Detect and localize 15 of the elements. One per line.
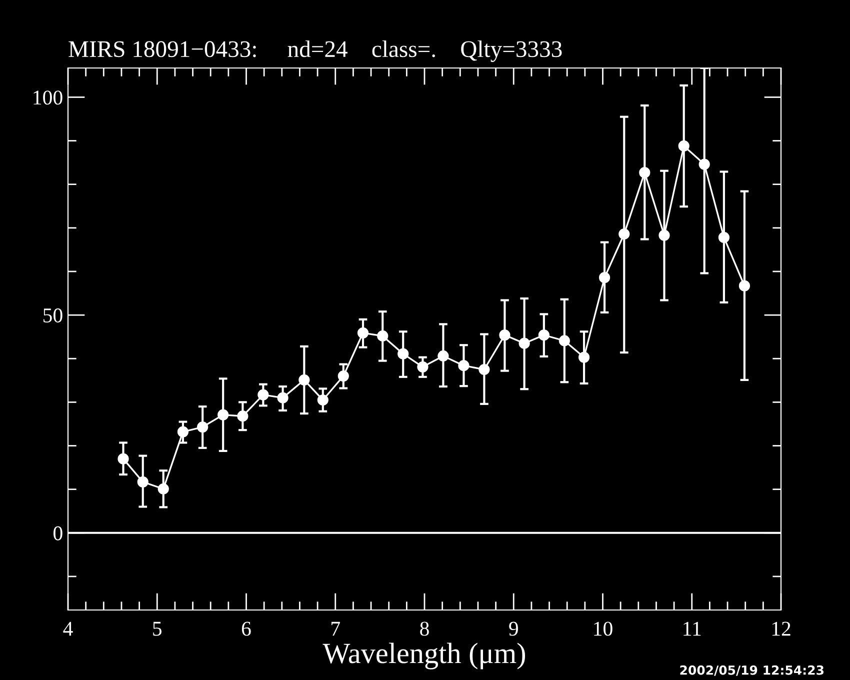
x-axis-title: Wavelength (μm)	[322, 642, 526, 670]
chart-title: MIRS 18091−0433: nd=24 class=. Qlty=3333	[68, 40, 562, 62]
text: 2002/05/19 12:54:23	[680, 665, 824, 676]
x-tick-label: 6	[242, 622, 251, 636]
y-tick-label: 100	[34, 90, 62, 105]
y-tick-label: 50	[44, 308, 62, 322]
x-tick-label: 9	[509, 622, 518, 636]
y-tick-label: 0	[54, 526, 62, 540]
x-tick-label: 5	[153, 622, 162, 636]
x-tick-label: 12	[772, 622, 790, 636]
x-tick-label: 8	[420, 622, 429, 636]
x-tick-label: 10	[594, 622, 612, 636]
x-tick-label: 7	[332, 622, 340, 636]
x-tick-label: 4	[63, 622, 73, 636]
x-tick-label: 11	[684, 622, 701, 636]
